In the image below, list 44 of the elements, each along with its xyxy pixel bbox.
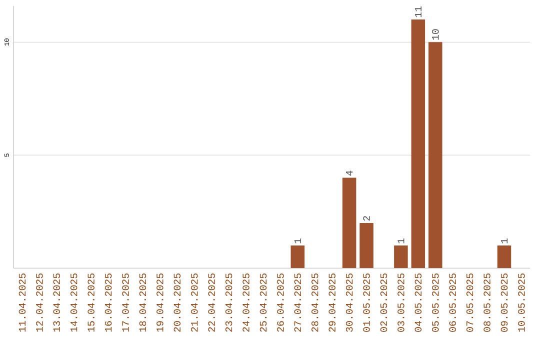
x-tick-label: 28.04.2025 [311, 274, 318, 332]
bar [428, 42, 442, 268]
x-tick-label: 12.04.2025 [36, 274, 43, 332]
x-tick-label: 20.04.2025 [174, 274, 181, 332]
x-tick-label: 04.05.2025 [414, 274, 422, 332]
bar [497, 246, 512, 268]
x-tick-label: 01.05.2025 [363, 274, 370, 332]
x-tick-label: 13.04.2025 [53, 274, 60, 332]
x-tick-label: 18.04.2025 [139, 274, 146, 332]
data-label: 1 [398, 238, 404, 244]
x-tick-label: 10.05.2025 [518, 274, 525, 332]
bar [360, 223, 374, 268]
x-tick-label: 19.04.2025 [156, 274, 164, 332]
x-tick-label: 09.05.2025 [500, 274, 508, 332]
x-tick-label: 27.04.2025 [294, 274, 302, 332]
x-tick-label: 21.04.2025 [190, 274, 198, 332]
x-tick-label: 23.04.2025 [225, 274, 232, 332]
x-tick-label: 22.04.2025 [208, 274, 215, 332]
data-label: 4 [346, 170, 353, 176]
data-label: 2 [363, 216, 370, 221]
bar [394, 246, 408, 268]
x-tick-label: 03.05.2025 [398, 274, 404, 332]
data-label: 10 [432, 29, 439, 40]
bar [290, 246, 305, 268]
x-tick-label: 02.05.2025 [380, 274, 388, 332]
x-tick-label: 14.04.2025 [70, 274, 78, 332]
x-tick-label: 11.04.2025 [18, 274, 26, 332]
data-label: 11 [414, 6, 422, 18]
x-tick-label: 30.04.2025 [346, 274, 353, 332]
data-label: 1 [294, 238, 301, 244]
bar [342, 178, 356, 268]
x-tick-label: 26.04.2025 [277, 274, 284, 332]
x-tick-label: 24.04.2025 [242, 274, 250, 332]
data-label: 1 [500, 238, 508, 244]
x-tick-label: 17.04.2025 [122, 274, 129, 332]
x-tick-label: 16.04.2025 [104, 274, 112, 332]
x-tick-label: 29.04.2025 [328, 274, 336, 332]
x-tick-label: 05.05.2025 [432, 274, 439, 332]
x-tick-label: 07.05.2025 [466, 274, 474, 332]
x-tick-label: 15.04.2025 [88, 274, 94, 332]
bar [411, 20, 426, 268]
x-tick-label: 06.05.2025 [449, 274, 456, 332]
x-tick-label: 25.04.2025 [260, 274, 267, 332]
x-tick-label: 08.05.2025 [484, 274, 490, 332]
